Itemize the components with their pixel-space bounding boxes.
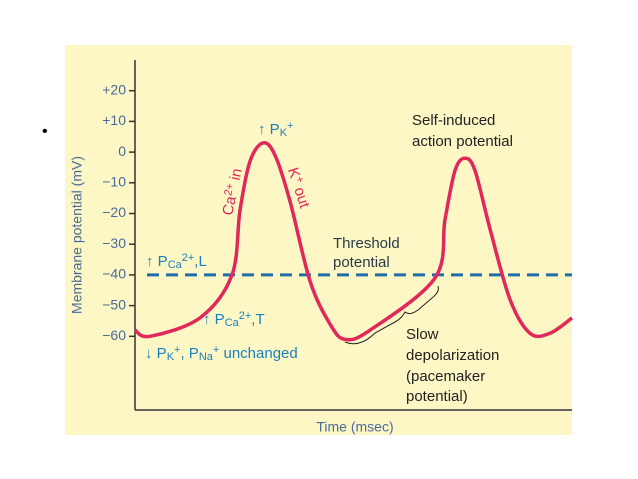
y-tick-label: +20 <box>102 81 126 97</box>
annotation: action potential <box>412 133 513 150</box>
annotation-part: ,T <box>251 311 264 328</box>
annotation-part: ,L <box>194 253 207 270</box>
annotation-part: action potential <box>412 133 513 150</box>
annotation-part: Threshold <box>333 235 400 252</box>
annotation: depolarization <box>406 347 499 364</box>
annotation-part: (pacemaker <box>406 368 485 385</box>
annotation: potential) <box>406 388 468 405</box>
y-tick-label: −30 <box>102 235 126 251</box>
y-tick-label: −50 <box>102 296 126 312</box>
annotation-part: + <box>174 344 180 356</box>
annotation-part: Ca <box>168 259 183 271</box>
annotation: Self-induced <box>412 112 495 129</box>
annotation-part: Ca <box>225 317 240 329</box>
annotation-part: depolarization <box>406 347 499 364</box>
annotation-part: + <box>213 344 219 356</box>
annotation-part: , P <box>180 345 198 362</box>
y-tick-label: +10 <box>102 112 126 128</box>
annotation-part: ↓ P <box>145 345 167 362</box>
figure-background <box>65 45 572 435</box>
annotation-part: ↑ P <box>203 311 225 328</box>
annotation-part: + <box>287 120 293 132</box>
annotation: Threshold <box>333 235 400 252</box>
y-tick-label: −20 <box>102 204 126 220</box>
y-tick-label: 0 <box>118 143 126 159</box>
annotation-part: ↑ P <box>146 253 168 270</box>
annotation: ↓ PK+, PNa+ unchanged <box>145 344 298 363</box>
annotation-part: 2+ <box>182 252 195 264</box>
annotation-part: K <box>167 351 175 363</box>
x-axis-label: Time (msec) <box>316 419 393 435</box>
annotation-part: K <box>284 165 303 180</box>
annotation-part: Self-induced <box>412 112 495 129</box>
annotation-part: 2+ <box>222 182 236 197</box>
annotation-part: Slow <box>406 326 439 343</box>
annotation: potential <box>333 254 390 271</box>
annotation: ↑ PCa2+,T <box>203 310 265 329</box>
annotation: Slow <box>406 326 439 343</box>
annotation-part: in <box>226 167 246 186</box>
annotation-part: potential <box>333 254 390 271</box>
y-tick-label: −10 <box>102 174 126 190</box>
y-tick-label: −40 <box>102 266 126 282</box>
brace <box>344 285 439 345</box>
bullet: • <box>42 123 48 140</box>
annotation: ↑ PCa2+,L <box>146 252 207 271</box>
y-tick-label: −60 <box>102 327 126 343</box>
annotation-part: Ca <box>219 194 240 217</box>
annotation-part: Na <box>199 351 214 363</box>
annotation-part: potential) <box>406 388 468 405</box>
trace <box>134 140 574 342</box>
annotation-part: + <box>293 175 306 185</box>
y-axis-label: Membrane potential (mV) <box>69 156 85 314</box>
annotation-part: unchanged <box>219 345 297 362</box>
annotation: ↑ PK+ <box>258 120 293 139</box>
annotation-part: K <box>280 127 288 139</box>
annotation: Ca2+ in <box>218 167 245 217</box>
annotation: (pacemaker <box>406 368 485 385</box>
annotation-part: 2+ <box>239 310 252 322</box>
annotation-part: ↑ P <box>258 121 280 138</box>
